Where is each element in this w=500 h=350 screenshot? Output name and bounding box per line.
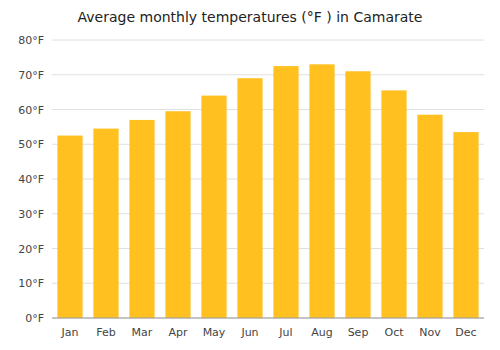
x-tick-label: Mar	[132, 326, 153, 339]
y-tick-label: 80°F	[18, 34, 44, 47]
bar	[381, 90, 406, 318]
y-tick-label: 50°F	[18, 138, 44, 151]
grid-line	[52, 109, 484, 110]
y-tick-label: 10°F	[18, 277, 44, 290]
bar	[345, 71, 370, 318]
bar	[201, 96, 226, 318]
x-tick-label: Jan	[61, 326, 79, 339]
x-tick-label: Jun	[240, 326, 258, 339]
y-tick-label: 0°F	[25, 312, 44, 325]
x-tick-labels: Jan Feb Mar Apr May Jun Jul Aug Sep Oct Nov Dec	[61, 326, 477, 339]
x-tick-label: Jul	[278, 326, 292, 339]
bars	[57, 64, 478, 318]
y-tick-label: 20°F	[18, 243, 44, 256]
bar	[57, 136, 82, 318]
grid-line	[52, 74, 484, 75]
x-axis-line	[52, 318, 484, 319]
title: Average monthly temperatures (°F ) in Ca…	[78, 9, 423, 25]
bar	[273, 66, 298, 318]
chart-container: Average monthly temperatures (°F ) in Ca…	[0, 0, 500, 350]
grid-line	[52, 40, 484, 41]
y-tick-label: 70°F	[18, 69, 44, 82]
y-grid	[52, 40, 484, 318]
bar	[453, 132, 478, 318]
x-tick-label: Apr	[168, 326, 188, 339]
x-tick-label: Nov	[419, 326, 441, 339]
x-tick-label: Oct	[384, 326, 404, 339]
chart-svg: Average monthly temperatures (°F ) in Ca…	[0, 0, 500, 350]
bar	[93, 129, 118, 318]
x-tick-label: Dec	[455, 326, 476, 339]
y-tick-label: 60°F	[18, 104, 44, 117]
y-tick-labels: 0°F 10°F 20°F 30°F 40°F 50°F 60°F 70°F 80°F	[18, 34, 44, 325]
bar	[237, 78, 262, 318]
bar	[129, 120, 154, 318]
bar	[417, 115, 442, 318]
bar	[309, 64, 334, 318]
x-tick-label: Sep	[348, 326, 369, 339]
x-tick-label: May	[203, 326, 226, 339]
x-tick-label: Feb	[96, 326, 115, 339]
grid-line	[52, 318, 484, 319]
x-tick-label: Aug	[311, 326, 332, 339]
bar	[165, 111, 190, 318]
y-tick-label: 40°F	[18, 173, 44, 186]
y-tick-label: 30°F	[18, 208, 44, 221]
